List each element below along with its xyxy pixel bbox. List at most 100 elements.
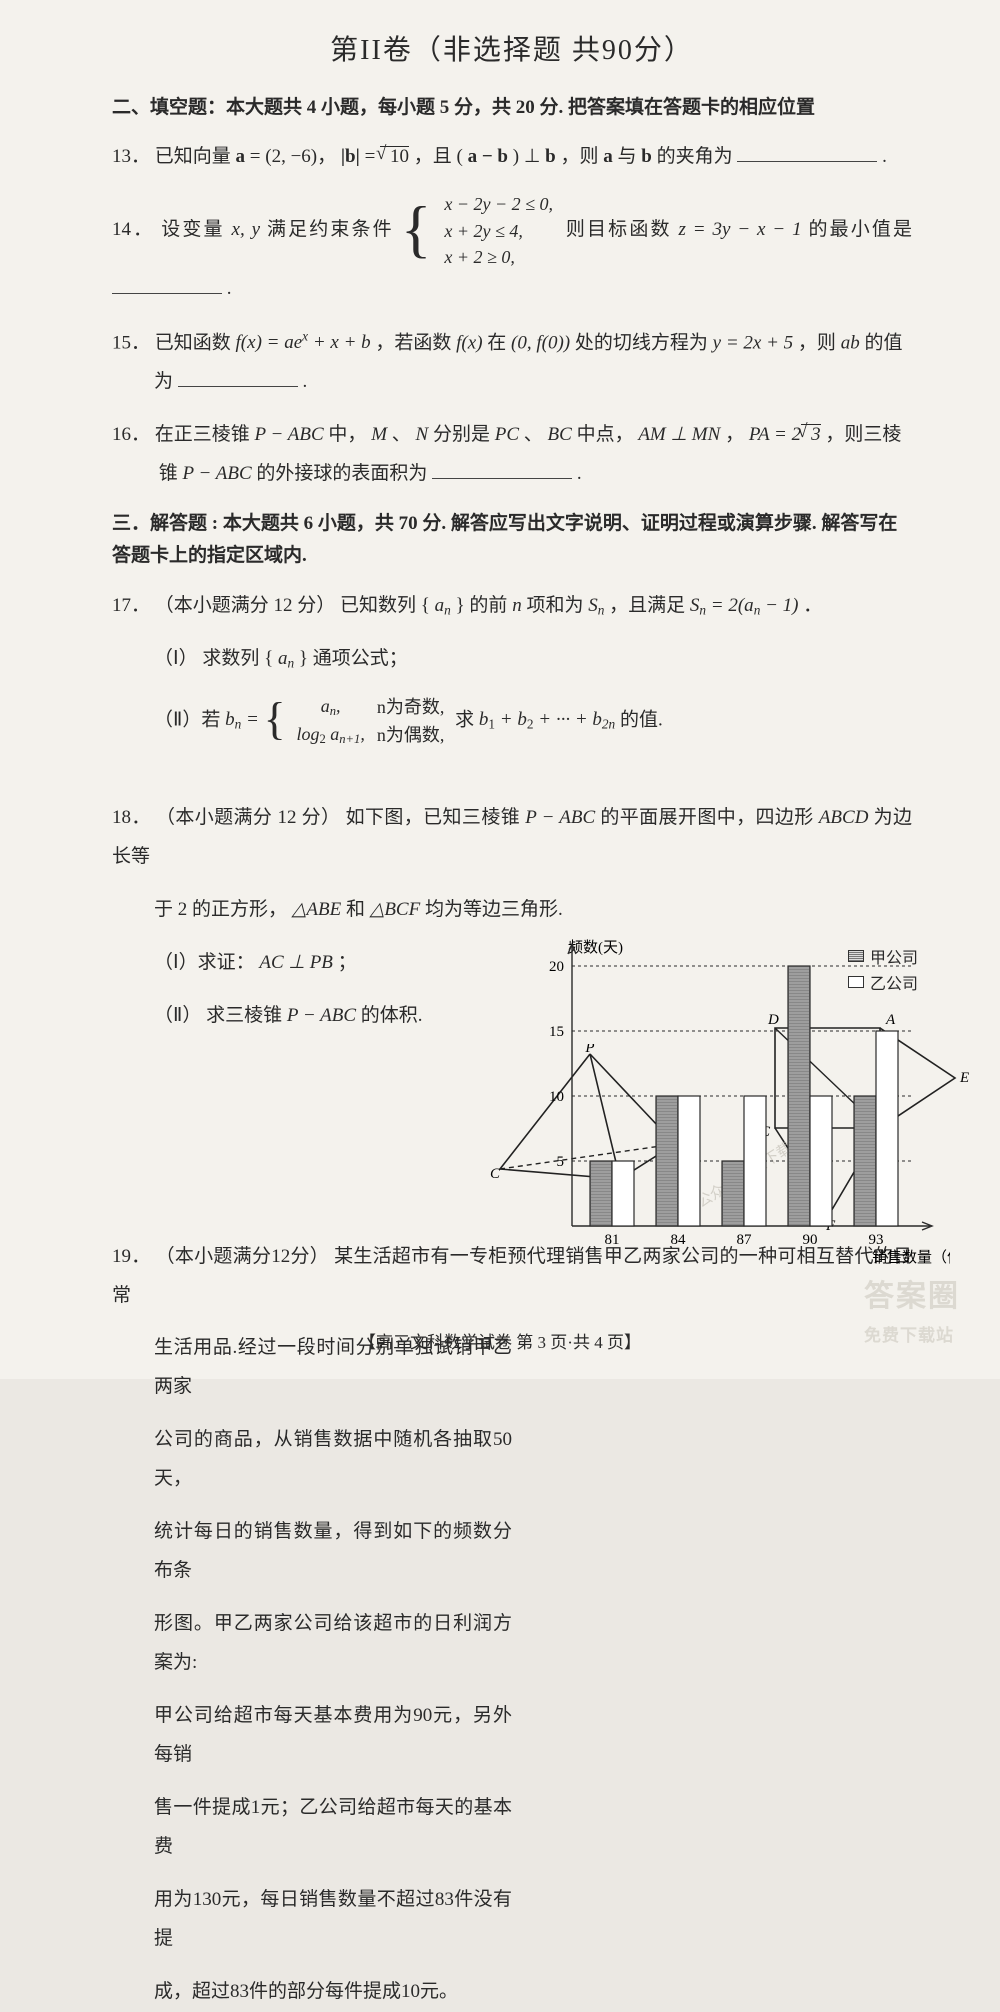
q18-tf: 均为等边三角形. [425,899,563,920]
q14-blank [112,277,222,294]
q14-c3: x + 2 ≥ 0, [438,244,559,270]
q18-abcd: ABCD [819,807,869,828]
wm-small-text: 免费下载站 [864,1326,954,1345]
q13-tb: ，且 ( [414,146,463,167]
q14-td: 的最小值是 [808,219,912,240]
q14-c2: x + 2y ≤ 4, [438,218,559,244]
q17-p2t: 求 [455,709,479,730]
q13-te: 的夹角为 [657,146,733,167]
legend-label-a: 甲公司 [870,944,918,968]
q18-p1l: （Ⅰ）求证： [154,952,255,973]
section-3-heading: 三．解答题 : 本大题共 6 小题，共 70 分. 解答应写出文字说明、证明过程… [112,508,912,573]
question-13: 13． 已知向量 a = (2, −6)， |b| = 10 ，且 ( a − … [112,138,912,177]
svg-text:90: 90 [803,1232,818,1248]
q18-td: 于 2 的正方形， [154,899,287,920]
q16-tb: 中， [328,424,366,445]
q15-blank [178,370,298,387]
q18-tb: 的平面展开图中，四边形 [600,807,818,828]
q17-c2cond: n为偶数, [377,725,445,745]
chart-legend: 甲公司 乙公司 [848,944,918,996]
q18-pabc2: P − ABC [287,1005,356,1026]
q17-sn: S [588,595,598,616]
q13-sqrt-val: 10 [390,146,409,167]
q13-tc: ，则 [560,146,603,167]
q15-te: ，则 [798,332,841,353]
q17-p2e: 的值. [620,709,663,730]
q13-text: 已知向量 [155,146,236,167]
q17-bneq: = [241,709,263,730]
q16-ti: 锥 [159,463,183,484]
q17-p2l: （Ⅱ）若 [154,709,225,730]
q18-pabc: P − ABC [525,807,595,828]
svg-text:15: 15 [549,1024,564,1040]
q17-sd: + ··· + b [534,709,602,730]
q16-tg: ， [725,424,744,445]
svg-text:84: 84 [671,1232,687,1248]
question-15: 15． 已知函数 f(x) = aex + x + b ，若函数 f(x) 在 … [112,323,912,402]
q13-period: . [882,146,887,167]
svg-text:10: 10 [549,1089,564,1105]
q17-p1l: （Ⅰ） [154,648,198,669]
q19-l4: 统计每日的销售数量，得到如下的频数分布条 [112,1513,512,1591]
legend-item-a: 甲公司 [848,944,918,968]
q15-tg: 为 [112,371,173,392]
fig1-C: C [490,1166,501,1182]
legend-item-b: 乙公司 [848,970,918,994]
q16-pabc: P − ABC [255,424,324,445]
q16-m: M [371,424,387,445]
q15-num: 15． [112,332,150,353]
q17-num: 17． [112,595,150,616]
q17-part1: （Ⅰ） 求数列 { an } 通项公式； [112,640,912,679]
q17-sp: + b [495,709,527,730]
q14-tc: 则目标函数 [566,219,679,240]
brace-icon: { [401,200,432,258]
q17-bn: b [225,709,235,730]
q14-period: . [227,278,232,299]
q17-eq: S [690,595,700,616]
q17-cases: an, n为奇数, log2 an+1, n为偶数, [290,693,450,749]
q17-ta: 已知数列 { [340,595,430,616]
svg-text:81: 81 [605,1232,620,1248]
q14-constraints: x − 2y − 2 ≤ 0, x + 2y ≤ 4, x + 2 ≥ 0, [438,191,559,270]
q18-p2l: （Ⅱ） [154,1005,201,1026]
q17-snsub: n [598,602,605,617]
svg-text:93: 93 [869,1232,884,1248]
q17-period: ． [803,595,822,616]
exam-page: 第II卷（非选择题 共90分） 二、填空题：本大题共 4 小题，每小题 5 分，… [0,0,1000,1379]
q16-n: N [416,424,429,445]
q17-p1: 求数列 { [202,648,273,669]
q13-blank [737,145,877,162]
q17-eq2: = 2(a [706,595,754,616]
q13-a3: a [603,146,613,167]
svg-text:87: 87 [737,1232,753,1248]
q17-p1b: } 通项公式； [299,648,408,669]
q14-tb: 满足约束条件 [267,219,401,240]
q17-c1cond: n为奇数, [377,697,445,717]
svg-text:5: 5 [557,1154,565,1170]
q17-s2n: 2n [602,716,615,731]
title-roman: II [360,35,383,66]
q17-n: n [512,595,522,616]
legend-label-b: 乙公司 [870,970,918,994]
q16-am: AM ⊥ MN [638,424,720,445]
q17-s2: 2 [527,716,534,731]
q17-tc: 项和为 [526,595,588,616]
legend-swatch-b [848,976,864,988]
q14-xy: x, y [232,219,261,240]
q15-fx: f(x) = ae [236,332,303,353]
q13-a: a [236,146,246,167]
page-title: 第II卷（非选择题 共90分） [112,28,912,68]
q16-sqrt: 3 [801,424,821,444]
q17-an: a [435,595,445,616]
q17-c2s: n+1 [339,732,360,746]
q19-num: 19． [112,1246,151,1267]
q19-pts: （本小题满分12分） [156,1246,329,1267]
q14-c1: x − 2y − 2 ≤ 0, [438,191,559,217]
watermark-main: 答案圈 免费下载站 [864,1271,960,1349]
q15-fx2: + x + b [308,332,371,353]
q17-tb: } 的前 [456,595,513,616]
q17-c2a: log [296,724,319,744]
q17-s: b [479,709,489,730]
q17-c2arg: a [326,724,340,744]
q15-period: . [303,371,308,392]
